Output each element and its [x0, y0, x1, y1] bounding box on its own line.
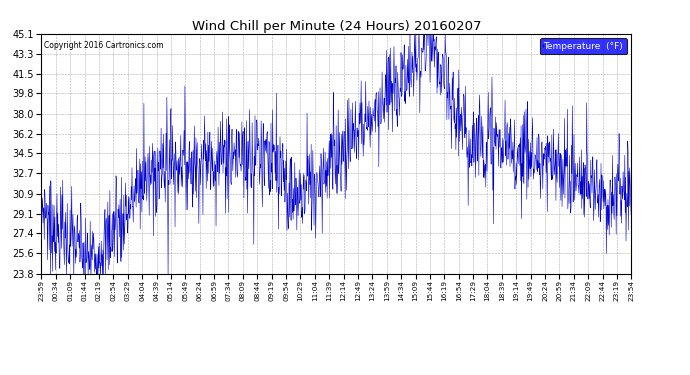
- Text: Copyright 2016 Cartronics.com: Copyright 2016 Cartronics.com: [44, 41, 164, 50]
- Title: Wind Chill per Minute (24 Hours) 20160207: Wind Chill per Minute (24 Hours) 2016020…: [192, 20, 481, 33]
- Legend: Temperature  (°F): Temperature (°F): [540, 38, 627, 54]
